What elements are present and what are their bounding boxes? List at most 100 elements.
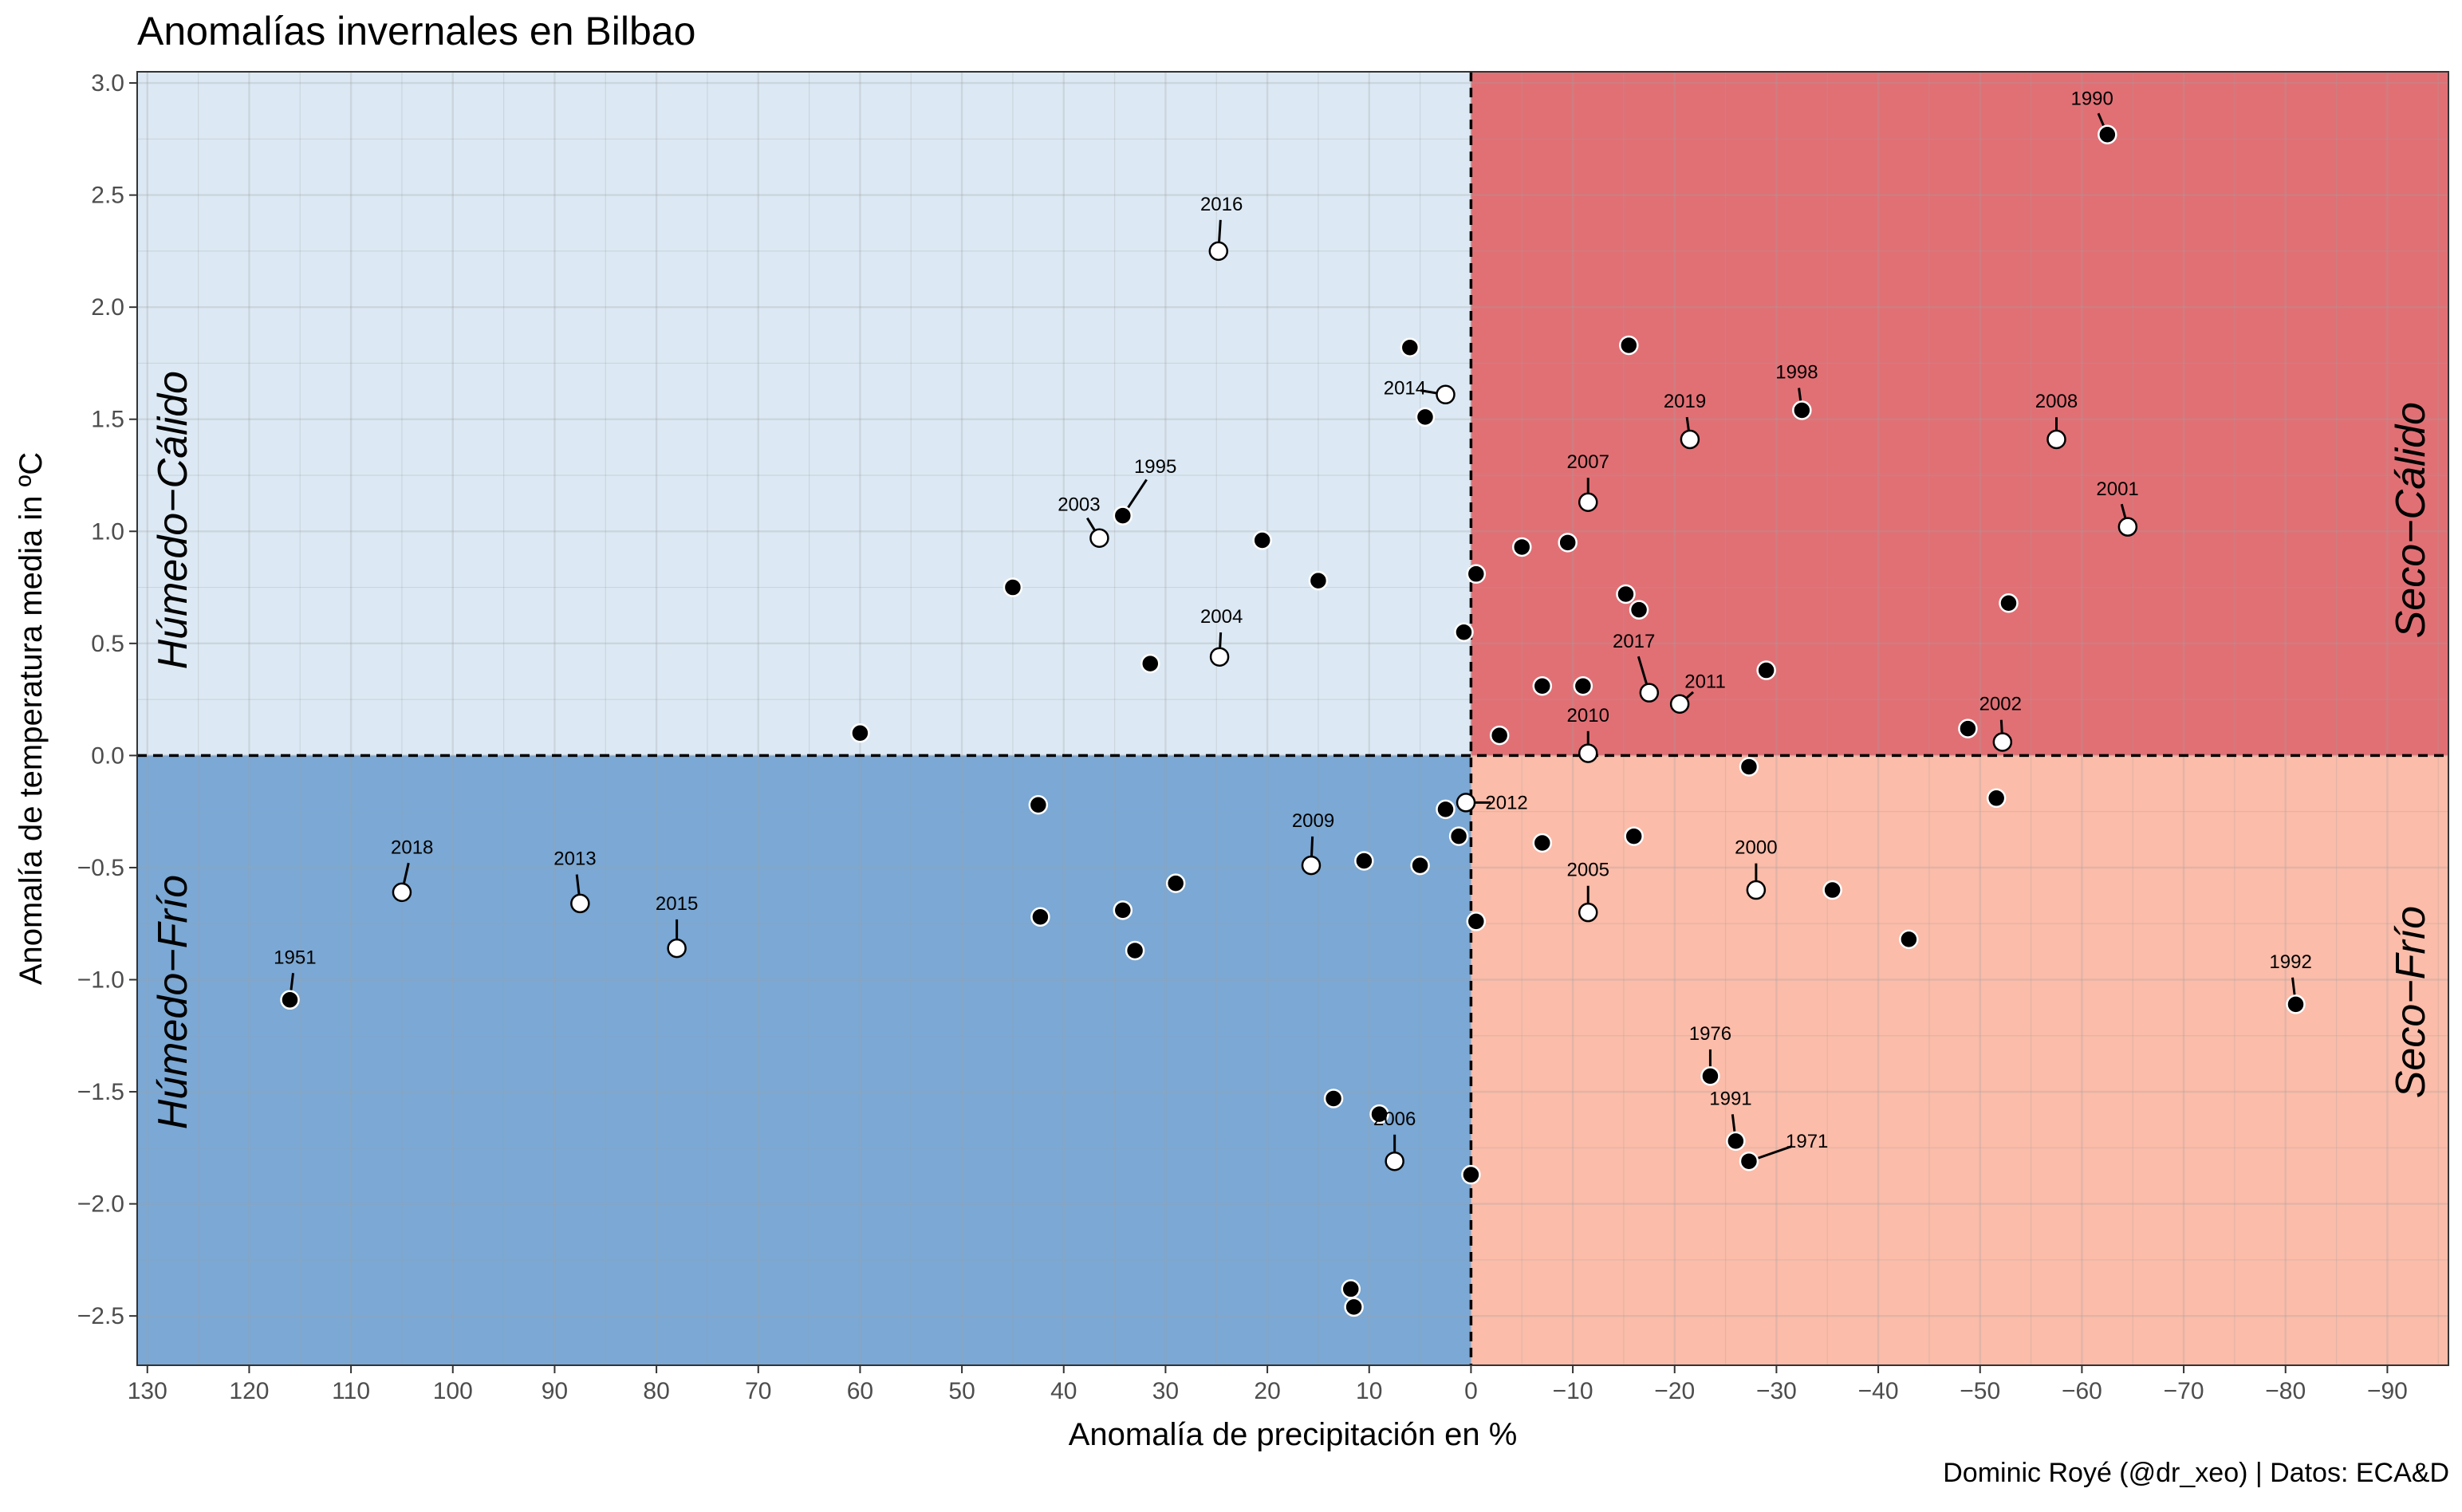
data-point-1990: [2098, 124, 2117, 144]
leader-line-1951: [290, 973, 294, 991]
data-point: [1113, 900, 1133, 920]
data-point-1991: [1726, 1131, 1746, 1152]
quadrant-label-3: Seco−Frío: [2388, 906, 2434, 1098]
data-point-2015: [667, 938, 687, 959]
data-point: [1573, 675, 1593, 696]
x-tick-label: 20: [1254, 1378, 1280, 1404]
y-axis: 3.0 2.5 2.0 1.5 1.0 0.5 0.0 −0.5 −1.0 −1.5 −2.0 −2.…: [77, 70, 137, 1329]
data-point: [1958, 719, 1978, 738]
point-label-2007: 2007: [1567, 451, 1609, 473]
y-tick-label: 3.0: [91, 70, 124, 96]
y-tick-label: −0.5: [77, 855, 124, 881]
y-tick-label: −1.5: [77, 1079, 124, 1105]
y-tick-label: 0.5: [91, 631, 124, 657]
quadrant-bg-0: [137, 72, 1471, 756]
data-point-2003: [1089, 528, 1109, 548]
data-point: [1028, 794, 1049, 815]
data-point-2019: [1680, 429, 1700, 450]
data-point-1998: [1792, 400, 1812, 420]
data-point: [1454, 622, 1474, 643]
x-tick-label: 50: [948, 1378, 975, 1404]
x-tick-label: −30: [1756, 1378, 1797, 1404]
point-label-1995: 1995: [1134, 456, 1176, 478]
data-point-2001: [2117, 517, 2138, 537]
point-label-1971: 1971: [1786, 1131, 1828, 1152]
x-tick-label: −10: [1553, 1378, 1593, 1404]
x-tick-label: 10: [1356, 1378, 1382, 1404]
quadrant-label-0: Húmedo−Cálido: [150, 371, 196, 669]
data-point-2011: [1669, 694, 1690, 714]
data-point: [1400, 337, 1420, 358]
point-label-2013: 2013: [553, 849, 596, 870]
quadrant-labels: Húmedo−Cálido Seco−Cálido Húmedo−Frío Seco−…: [150, 371, 2434, 1129]
point-label-2000: 2000: [1735, 837, 1777, 859]
x-tick-label: 30: [1152, 1378, 1179, 1404]
leader-line-1995: [1127, 478, 1148, 509]
x-tick-label: 40: [1050, 1378, 1077, 1404]
x-tick-label: 80: [643, 1378, 669, 1404]
y-tick-label: 1.0: [91, 518, 124, 545]
point-label-2017: 2017: [1613, 631, 1655, 652]
point-label-2016: 2016: [1200, 194, 1243, 215]
data-point: [1323, 1089, 1344, 1108]
x-tick-label: 110: [332, 1378, 370, 1404]
data-point: [1532, 833, 1553, 853]
quadrant-backgrounds: [137, 72, 2448, 1365]
point-label-2012: 2012: [1485, 792, 1527, 813]
x-tick-label: 90: [542, 1378, 568, 1404]
data-point: [1532, 675, 1553, 696]
quadrant-label-1: Seco−Cálido: [2388, 402, 2434, 638]
label-leaders: [290, 112, 2296, 1160]
data-point: [1461, 1164, 1481, 1185]
data-point: [1410, 855, 1430, 876]
y-tick-label: −2.0: [77, 1191, 124, 1218]
y-tick-label: 2.5: [91, 183, 124, 209]
quadrant-bg-2: [137, 755, 1471, 1365]
data-point-1971: [1739, 1151, 1759, 1171]
data-point-2004: [1209, 647, 1230, 667]
y-tick-label: 0.0: [91, 742, 124, 769]
point-label-2015: 2015: [656, 893, 698, 915]
data-point: [1165, 873, 1186, 893]
x-tick-label: −80: [2265, 1378, 2306, 1404]
data-point: [1999, 593, 2019, 613]
data-point-2000: [1746, 880, 1767, 900]
data-point-1992: [2286, 994, 2306, 1014]
data-point-1976: [1700, 1066, 1720, 1086]
point-label-2009: 2009: [1292, 810, 1334, 832]
data-point: [1252, 530, 1272, 550]
point-label-2003: 2003: [1058, 494, 1100, 516]
leader-line-1991: [1731, 1114, 1736, 1132]
chart-title: Anomalías invernales en Bilbao: [137, 9, 696, 53]
x-tick-label: −20: [1654, 1378, 1695, 1404]
data-point: [1619, 335, 1639, 356]
leader-line-2004: [1219, 632, 1223, 648]
leader-line-2014: [1420, 389, 1436, 395]
data-point: [1448, 826, 1469, 846]
data-point-2018: [392, 882, 412, 903]
x-tick-label: −90: [2367, 1378, 2408, 1404]
y-tick-label: −2.5: [77, 1303, 124, 1329]
point-label-1976: 1976: [1689, 1023, 1731, 1045]
data-point-1995: [1113, 506, 1133, 526]
data-point: [1030, 907, 1050, 927]
point-labels: 1990 2016 2014 2019 1998 2008 2007 2001 1995 2003…: [274, 89, 2312, 1152]
data-point: [1899, 929, 1919, 950]
panel-border: [136, 71, 2449, 1366]
x-tick-label: −70: [2164, 1378, 2204, 1404]
x-tick-label: 130: [128, 1378, 167, 1404]
data-point-2005: [1578, 902, 1598, 923]
leader-line-1992: [2291, 977, 2296, 995]
quadrant-bg-1: [1471, 72, 2448, 756]
data-point: [1308, 570, 1329, 591]
scatter-plot: Húmedo−Cálido Seco−Cálido Húmedo−Frío Seco−…: [14, 70, 2449, 1451]
leader-line-1998: [1798, 388, 1802, 401]
leader-line-2011: [1686, 691, 1695, 699]
point-label-1992: 1992: [2269, 951, 2311, 973]
x-axis-title: Anomalía de precipitación en %: [1069, 1417, 1518, 1451]
data-point-2014: [1436, 384, 1456, 405]
data-point: [1354, 851, 1374, 871]
data-point: [1003, 577, 1023, 597]
leader-line-2002: [1999, 719, 2003, 733]
leader-line-2009: [1310, 836, 1314, 856]
